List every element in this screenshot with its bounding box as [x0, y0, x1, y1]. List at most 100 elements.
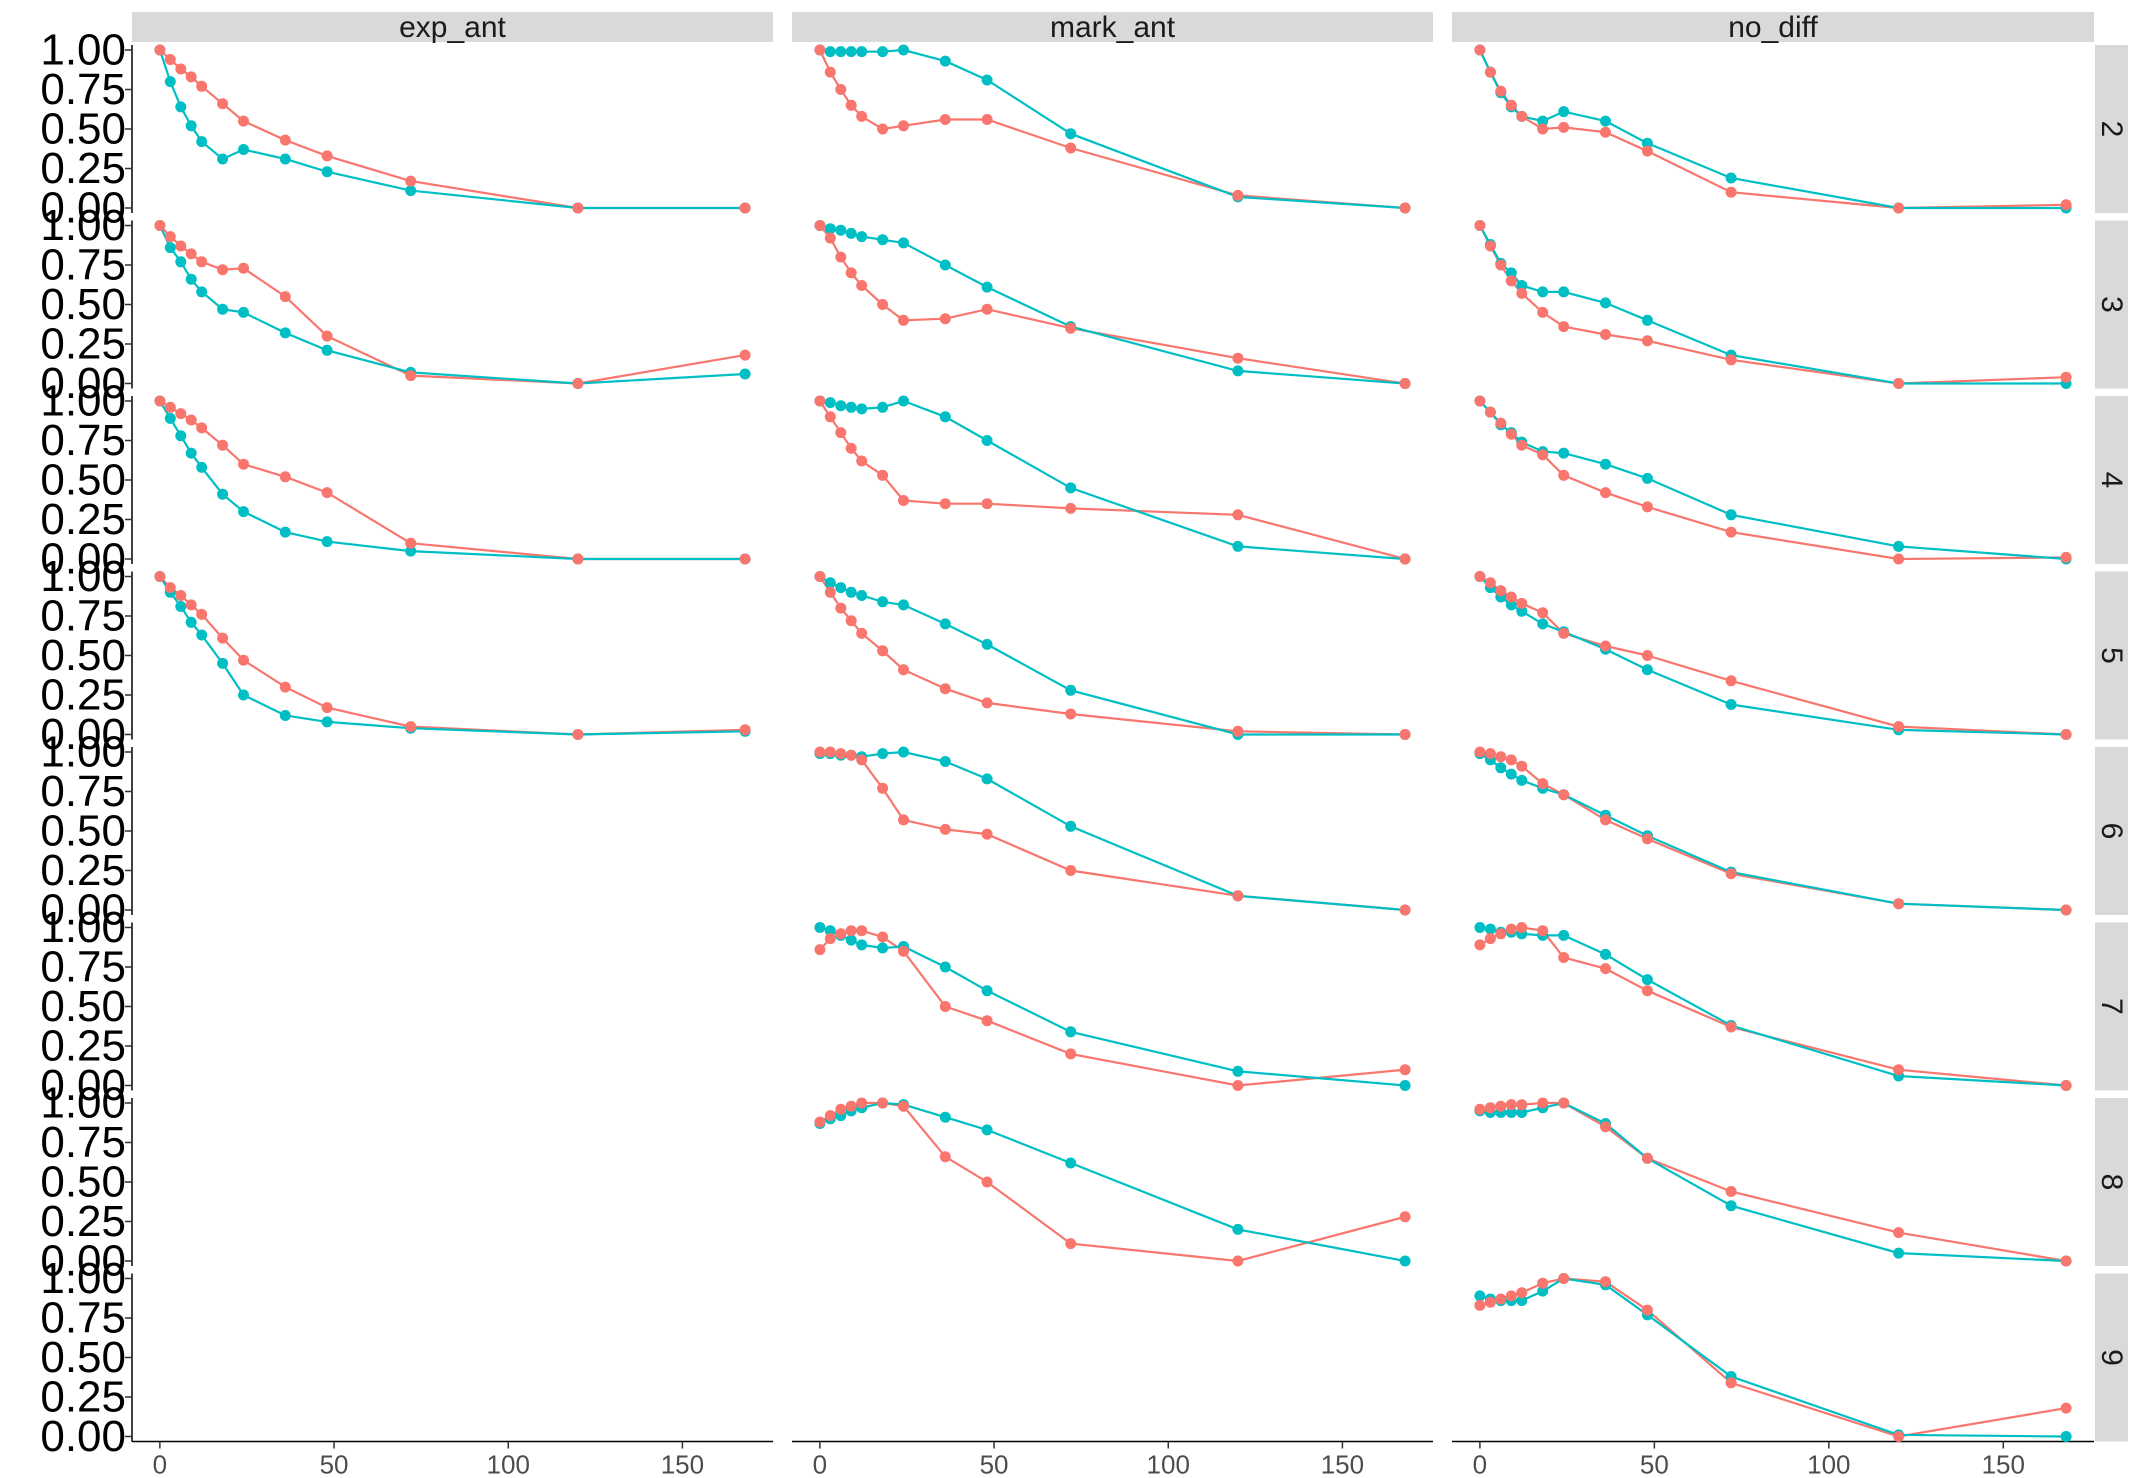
data-point-red	[1893, 898, 1905, 910]
data-point-teal	[1065, 482, 1077, 494]
data-point-teal	[939, 618, 951, 630]
data-point-red	[1232, 352, 1244, 364]
data-point-red	[1537, 306, 1549, 318]
data-point-red	[1516, 110, 1528, 122]
data-point-red	[1232, 189, 1244, 201]
data-point-red	[164, 401, 176, 413]
data-point-teal	[898, 746, 909, 758]
data-point-red	[1232, 509, 1244, 521]
data-point-teal	[1537, 115, 1549, 127]
data-point-teal	[814, 922, 826, 933]
data-point-red	[1558, 1097, 1570, 1109]
y-tick-label: 0.00	[40, 1061, 126, 1110]
data-point-teal	[1232, 1223, 1244, 1235]
strip-background	[2095, 45, 2128, 213]
data-point-teal	[164, 76, 176, 88]
series-line-teal	[1479, 400, 2067, 561]
data-point-teal	[321, 536, 333, 548]
data-point-red	[1600, 329, 1611, 340]
data-point-red	[1537, 1277, 1549, 1289]
data-point-teal	[845, 227, 857, 239]
data-point-teal	[185, 447, 197, 459]
data-point-teal	[1641, 314, 1653, 326]
data-point-red	[739, 553, 751, 565]
data-point-red	[1600, 126, 1611, 138]
data-point-red	[1725, 1377, 1737, 1389]
data-point-red	[154, 395, 166, 407]
data-point-teal	[217, 488, 229, 500]
data-point-red	[164, 582, 176, 594]
y-tick-label: 0.25	[40, 846, 126, 895]
data-point-red	[1893, 1431, 1905, 1442]
data-point-red	[1495, 1293, 1507, 1305]
series-line-teal	[819, 575, 1406, 736]
strip-background	[2095, 571, 2128, 740]
data-point-teal	[2060, 1431, 2072, 1442]
data-point-teal	[1537, 618, 1549, 630]
y-tick-label: 0.50	[40, 807, 126, 856]
data-point-teal	[196, 461, 208, 473]
data-point-red	[845, 1100, 857, 1112]
data-point-red	[981, 498, 993, 510]
data-point-teal	[321, 166, 333, 178]
data-point-red	[814, 571, 826, 582]
strip-background	[2095, 220, 2128, 389]
series-line-red	[1479, 1277, 2067, 1438]
data-point-teal	[164, 242, 176, 254]
series-line-red	[818, 400, 1406, 561]
data-point-teal	[981, 985, 993, 997]
data-point-red	[835, 1103, 847, 1115]
y-tick-label: 0.75	[40, 65, 126, 114]
data-point-teal	[1558, 447, 1570, 459]
y-tick-label: 0.25	[40, 144, 126, 193]
data-point-red	[877, 123, 889, 135]
data-point-red	[1893, 1064, 1905, 1076]
data-point-teal	[1641, 974, 1653, 986]
data-point-red	[1558, 627, 1570, 639]
data-point-teal	[1537, 286, 1549, 298]
data-point-teal	[238, 144, 249, 155]
y-tick-label: 0.25	[40, 671, 126, 720]
x-tick-label: 100	[1147, 1450, 1190, 1478]
data-point-teal	[1725, 509, 1737, 521]
y-tick-label: 0.50	[40, 982, 126, 1031]
data-point-teal	[1516, 280, 1528, 291]
data-point-red	[175, 590, 187, 601]
data-point-red	[1893, 378, 1905, 389]
data-point-red	[405, 721, 417, 733]
data-point-teal	[164, 412, 176, 424]
panel-exp_ant-3	[154, 220, 751, 389]
series-line-teal	[158, 225, 746, 385]
x-tick-label: 0	[1473, 1450, 1487, 1478]
series-line-teal	[1479, 926, 2067, 1087]
y-tick-label: 0.00	[40, 359, 126, 408]
data-point-red	[1600, 487, 1611, 499]
data-point-red	[856, 1097, 868, 1109]
panel-mark_ant-5	[814, 571, 1411, 740]
data-point-teal	[856, 939, 868, 951]
data-point-red	[1537, 1097, 1549, 1109]
data-point-red	[981, 697, 993, 709]
data-point-red	[1505, 923, 1517, 935]
data-point-red	[175, 63, 187, 75]
data-point-red	[2060, 904, 2072, 916]
data-point-red	[1474, 395, 1486, 407]
panel-mark_ant-2	[814, 44, 1411, 214]
column-strips: exp_ant mark_ant no_diff	[132, 11, 2094, 44]
data-point-red	[1558, 321, 1570, 333]
data-point-red	[279, 471, 291, 483]
data-point-red	[1725, 868, 1737, 880]
data-point-red	[1893, 721, 1905, 733]
data-point-red	[877, 1097, 889, 1109]
data-point-teal	[835, 582, 847, 594]
series-line-teal	[1479, 1101, 2067, 1263]
data-point-teal	[1505, 267, 1517, 279]
data-point-red	[1495, 417, 1507, 429]
series-line-teal	[158, 400, 746, 561]
data-point-teal	[856, 403, 868, 415]
data-point-red	[1399, 553, 1411, 565]
x-tick-label: 150	[661, 1450, 704, 1478]
strip-label-exp-ant: exp_ant	[399, 11, 506, 44]
series-line-red	[159, 400, 746, 561]
data-point-teal	[856, 46, 868, 58]
